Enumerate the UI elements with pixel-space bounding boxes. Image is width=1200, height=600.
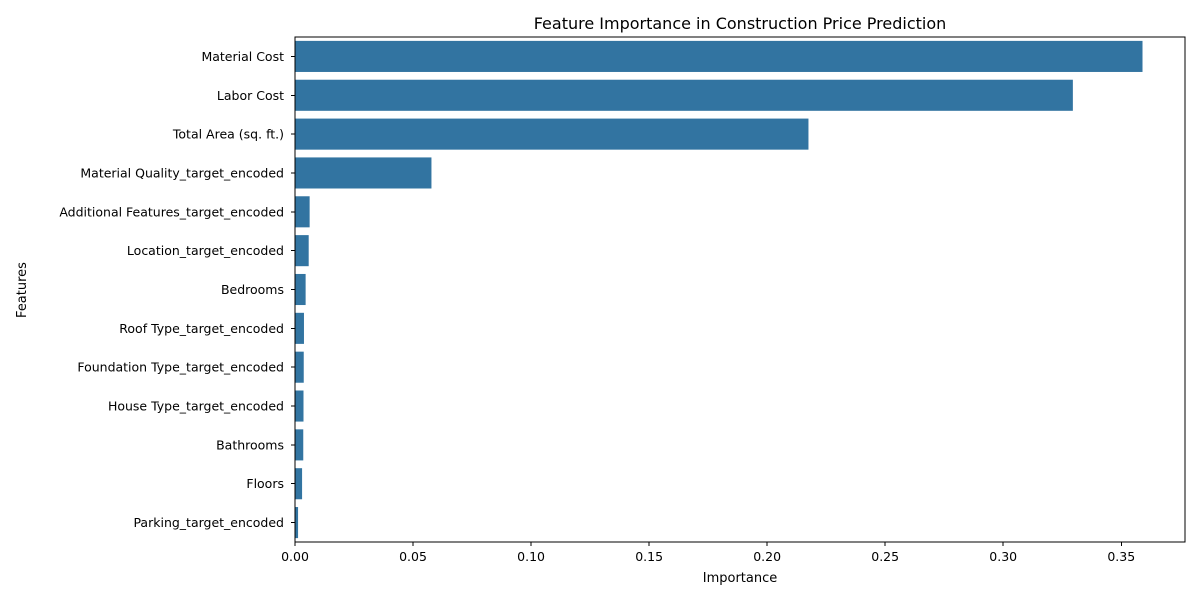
bar-1 xyxy=(295,79,1073,111)
bars-layer xyxy=(295,40,1143,539)
y-tick-label-1: Labor Cost xyxy=(217,88,284,103)
y-tick-label-0: Material Cost xyxy=(201,49,284,64)
y-axis-label: Features xyxy=(15,262,30,318)
y-tick-label-2: Total Area (sq. ft.) xyxy=(172,127,284,142)
bar-6 xyxy=(295,273,306,306)
y-tick-label-6: Bedrooms xyxy=(221,282,284,297)
bar-12 xyxy=(295,507,299,539)
x-tick-label-4: 0.20 xyxy=(753,549,781,564)
bar-9 xyxy=(295,390,304,422)
y-tick-label-11: Floors xyxy=(246,476,284,491)
x-tick-label-1: 0.05 xyxy=(399,549,427,564)
bar-3 xyxy=(295,157,432,189)
x-tick-label-7: 0.35 xyxy=(1107,549,1135,564)
plot-frame xyxy=(294,36,1186,543)
bar-2 xyxy=(295,118,809,150)
bar-11 xyxy=(295,468,303,500)
bar-10 xyxy=(295,429,304,461)
x-axis-label: Importance xyxy=(703,571,778,586)
x-tick-label-2: 0.10 xyxy=(517,549,545,564)
y-tick-label-7: Roof Type_target_encoded xyxy=(119,321,284,336)
y-tick-label-12: Parking_target_encoded xyxy=(133,515,284,530)
y-tick-label-8: Foundation Type_target_encoded xyxy=(77,360,284,375)
x-tick-label-3: 0.15 xyxy=(635,549,663,564)
y-tick-label-4: Additional Features_target_encoded xyxy=(59,204,284,219)
bar-7 xyxy=(295,312,304,344)
chart-title: Feature Importance in Construction Price… xyxy=(534,14,947,33)
y-axis-ticks: Material Cost Labor Cost Total Area (sq. f… xyxy=(59,49,295,530)
bar-4 xyxy=(295,196,310,228)
x-tick-label-5: 0.25 xyxy=(871,549,899,564)
bar-8 xyxy=(295,351,304,383)
x-tick-label-6: 0.30 xyxy=(989,549,1017,564)
x-tick-label-0: 0.00 xyxy=(281,549,309,564)
x-axis-ticks: 0.00 0.05 0.10 0.15 0.20 0.25 0.30 0.35 xyxy=(281,542,1135,564)
y-tick-label-5: Location_target_encoded xyxy=(127,243,284,258)
bar-5 xyxy=(295,235,309,267)
y-tick-label-3: Material Quality_target_encoded xyxy=(80,165,284,180)
y-tick-label-10: Bathrooms xyxy=(216,437,284,452)
bar-0 xyxy=(295,40,1143,72)
y-tick-label-9: House Type_target_encoded xyxy=(108,399,284,414)
